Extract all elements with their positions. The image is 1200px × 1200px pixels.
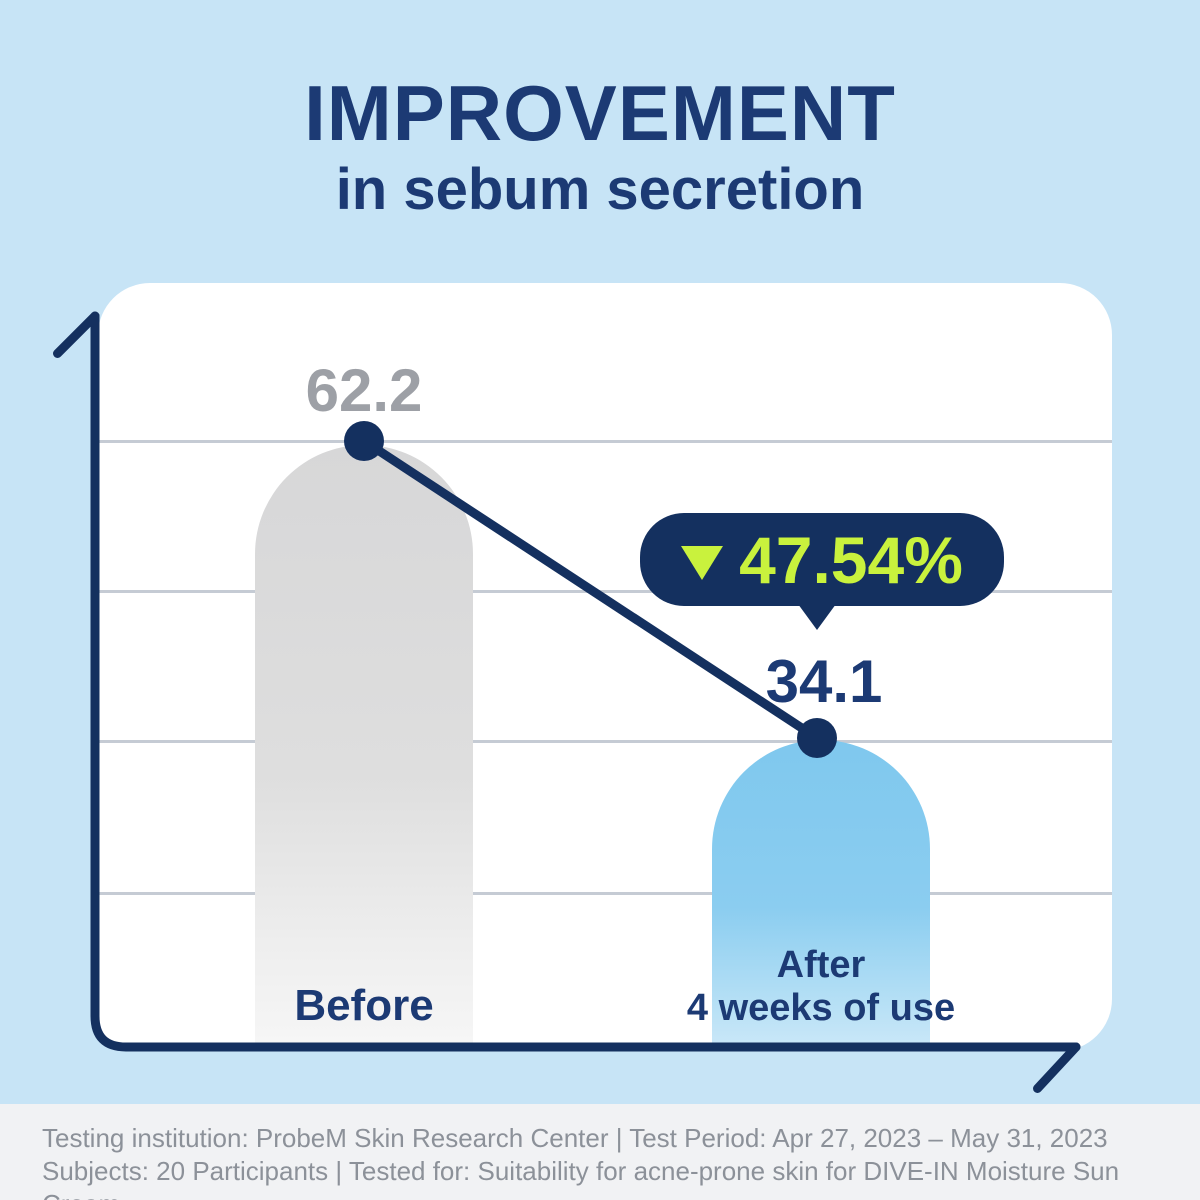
footer-line2: Subjects: 20 Participants | Tested for: …	[42, 1156, 1120, 1200]
footer-line1: Testing institution: ProbeM Skin Researc…	[42, 1123, 1108, 1153]
footer-strip: Testing institution: ProbeM Skin Researc…	[0, 1104, 1200, 1200]
decrease-triangle-icon	[681, 545, 724, 580]
gridline	[98, 740, 1112, 743]
chart-panel	[98, 283, 1112, 1051]
x-axis-arrowhead	[1033, 1042, 1081, 1093]
gridline	[98, 892, 1112, 895]
page-subtitle: in sebum secretion	[335, 157, 865, 222]
bar-before	[255, 445, 473, 1045]
value-label-before: 62.2	[305, 357, 423, 424]
bar-label-after-line1: After	[776, 944, 866, 986]
y-axis-arrowhead	[53, 311, 100, 358]
bar-label-after-line2: 4 weeks of use	[686, 987, 956, 1029]
decrease-percent: 47.54%	[739, 522, 963, 597]
gridline	[98, 440, 1112, 443]
footer-disclaimer: Testing institution: ProbeM Skin Researc…	[42, 1122, 1200, 1200]
bar-label-after: After 4 weeks of use	[671, 944, 971, 1030]
value-label-after: 34.1	[765, 648, 883, 715]
page-title: IMPROVEMENT	[304, 69, 896, 157]
decrease-badge: 47.54%	[640, 513, 1004, 630]
bar-label-before: Before	[294, 981, 434, 1030]
